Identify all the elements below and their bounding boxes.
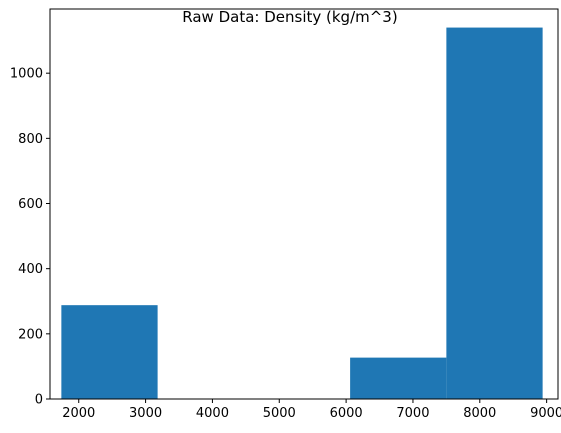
y-axis-ticks: 0 200 400 600 800 1000 [10,67,50,408]
histogram-bar-4 [446,27,543,399]
bars-layer [61,27,543,399]
y-tick-label-1: 200 [18,327,43,342]
x-tick-label-3: 5000 [263,406,296,421]
y-tick-label-4: 800 [18,132,43,147]
x-tick-label-4: 6000 [330,406,363,421]
histogram-bar-0 [61,305,158,399]
x-tick-label-5: 7000 [396,406,429,421]
x-tick-label-7: 9000 [530,406,561,421]
x-tick-label-0: 2000 [62,406,95,421]
x-axis-ticks: 2000 3000 4000 5000 6000 7000 8000 9000 [62,399,561,421]
y-tick-label-2: 400 [18,262,43,277]
y-tick-label-5: 1000 [10,67,43,82]
x-tick-label-2: 4000 [196,406,229,421]
histogram-bar-3 [350,357,447,399]
chart-title: Raw Data: Density (kg/m^3) [182,8,397,26]
x-tick-label-6: 8000 [463,406,496,421]
x-tick-label-1: 3000 [129,406,162,421]
y-tick-label-0: 0 [35,393,43,408]
y-tick-label-3: 600 [18,197,43,212]
